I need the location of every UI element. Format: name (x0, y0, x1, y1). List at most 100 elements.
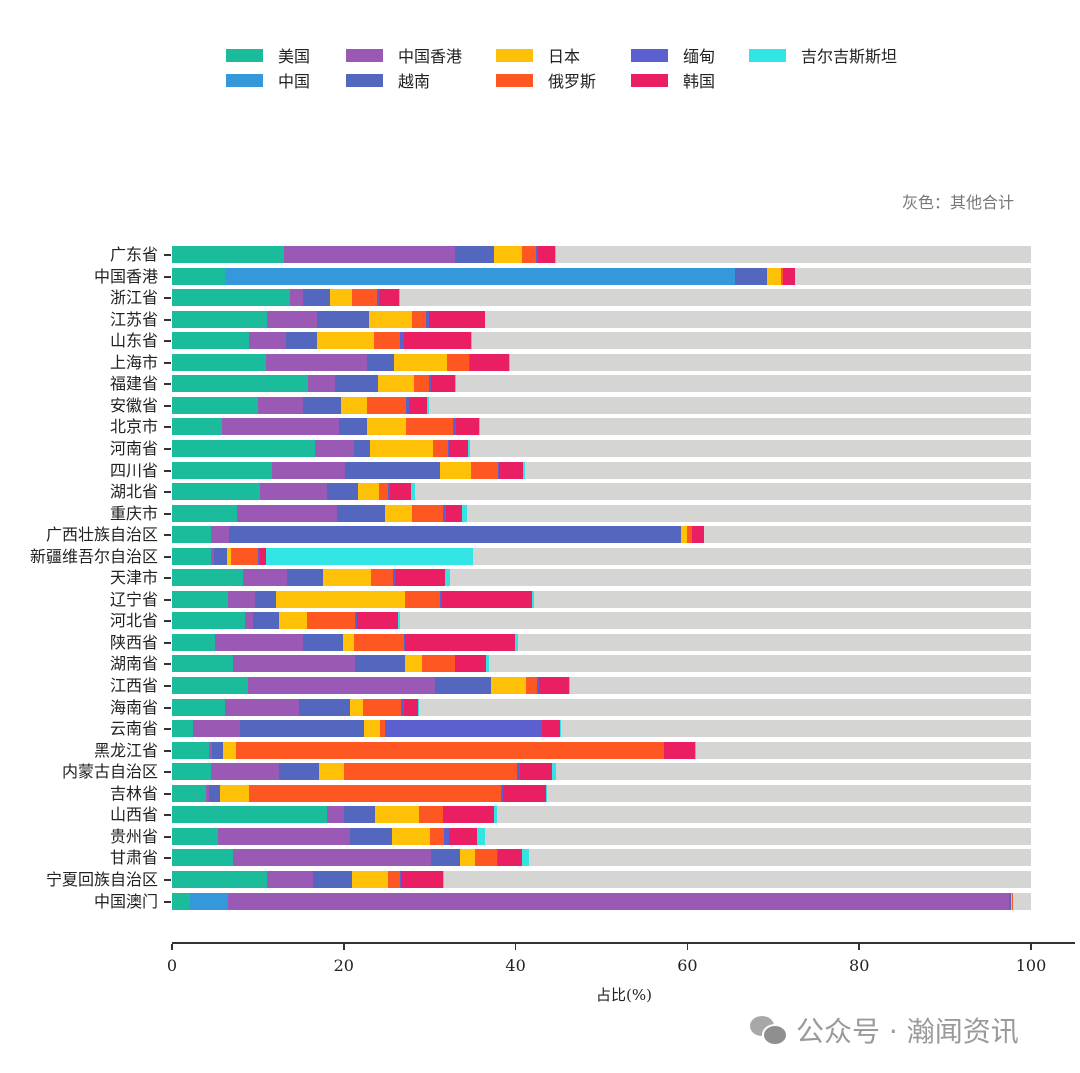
bar-segment (442, 870, 445, 888)
legend-swatch (496, 48, 533, 62)
bar-segment-other (533, 590, 1031, 608)
bar-segment (299, 698, 350, 716)
y-tick (164, 620, 171, 623)
bar-segment (172, 289, 290, 307)
watermark: 公众号 · 瀚闻资讯 (750, 1010, 1019, 1050)
y-axis-label: 云南省 (109, 719, 158, 739)
bar-segment (1012, 892, 1013, 910)
bar-segment (237, 504, 337, 522)
bar-row (172, 849, 1031, 867)
bar-segment (404, 655, 422, 673)
bar-segment-other (488, 655, 1031, 673)
bar-segment (449, 439, 469, 457)
bar-segment (521, 849, 530, 867)
bar-segment-other (444, 870, 1031, 888)
bar-segment (519, 763, 553, 781)
bar-segment (286, 332, 318, 350)
bar-segment (411, 504, 443, 522)
bar-segment (366, 396, 407, 414)
bar-row (172, 590, 1031, 608)
bar-segment (470, 461, 499, 479)
bar-segment (494, 246, 523, 263)
bar-segment (686, 526, 692, 544)
bar-segment (373, 332, 400, 350)
bar-segment (680, 526, 687, 544)
bar-segment (307, 375, 336, 393)
y-axis-label: 上海市 (109, 352, 158, 372)
bar-segment (782, 267, 795, 285)
bar-segment (354, 655, 405, 673)
bar-segment (388, 870, 400, 888)
bar-row (172, 375, 1031, 393)
bar-segment (323, 569, 372, 587)
bar-segment (172, 246, 284, 263)
bar-segment-other (450, 569, 1031, 587)
annotation-grey-other: 灰色：其他合计 (902, 193, 1015, 212)
bar-segment (523, 461, 525, 479)
bar-segment (537, 246, 556, 263)
bar-segment (245, 612, 253, 630)
bar-segment (446, 353, 470, 371)
bar-segment (354, 612, 358, 630)
bar-segment (227, 590, 256, 608)
legend-label: 越南 (398, 72, 431, 91)
bar-row (172, 870, 1031, 888)
y-axis-label: 福建省 (109, 374, 158, 394)
bar-segment (267, 870, 313, 888)
bar-segment (431, 375, 456, 393)
bar-row (172, 396, 1031, 414)
bar-row (172, 569, 1031, 587)
legend-swatch (631, 73, 668, 87)
bar-segment (172, 763, 211, 781)
bar-segment (226, 547, 232, 565)
y-axis-label: 重庆市 (109, 503, 158, 523)
bar-segment (172, 633, 215, 651)
bar-segment (172, 698, 226, 716)
y-axis-label: 黑龙江省 (93, 740, 158, 760)
bar-segment (235, 741, 665, 759)
bar-segment (172, 332, 250, 350)
y-axis-label: 广西壮族自治区 (45, 525, 158, 545)
bar-segment (247, 677, 435, 694)
bar-segment (260, 483, 327, 501)
bar-segment (172, 612, 245, 630)
bar-segment (452, 418, 457, 436)
bar-segment (212, 741, 223, 759)
y-tick (164, 555, 171, 558)
bar-segment (391, 827, 430, 845)
bar-segment (172, 720, 193, 738)
y-tick (164, 512, 171, 515)
legend-label: 吉尔吉斯斯坦 (801, 47, 898, 66)
y-tick (164, 340, 171, 343)
bar-segment (172, 310, 268, 328)
bar-row (172, 353, 1031, 371)
bar-segment (214, 547, 227, 565)
y-axis-label: 广东省 (109, 245, 158, 264)
bar-segment (317, 332, 374, 350)
bar-segment (404, 590, 440, 608)
bar-row (172, 677, 1031, 694)
x-tick (1030, 944, 1032, 950)
y-tick (164, 275, 171, 278)
bar-segment (470, 332, 472, 350)
x-tick (858, 944, 860, 950)
bar-segment (326, 483, 359, 501)
legend-label: 韩国 (683, 72, 716, 91)
bar-segment (358, 483, 379, 501)
y-tick (164, 469, 171, 472)
bar-segment (691, 526, 693, 544)
bar-segment (401, 698, 404, 716)
bar-segment (421, 655, 455, 673)
bar-segment (257, 547, 260, 565)
legend-swatch (631, 48, 668, 62)
bar-segment (172, 870, 268, 888)
bar-segment (525, 677, 538, 694)
bar-segment (343, 763, 518, 781)
x-axis-line (172, 942, 1075, 944)
bar-segment (362, 698, 402, 716)
bar-segment (384, 720, 543, 738)
bar-segment-other (480, 418, 1031, 436)
bar-segment-other (524, 461, 1031, 479)
y-tick (164, 297, 171, 300)
bar-segment-other (1012, 892, 1031, 910)
